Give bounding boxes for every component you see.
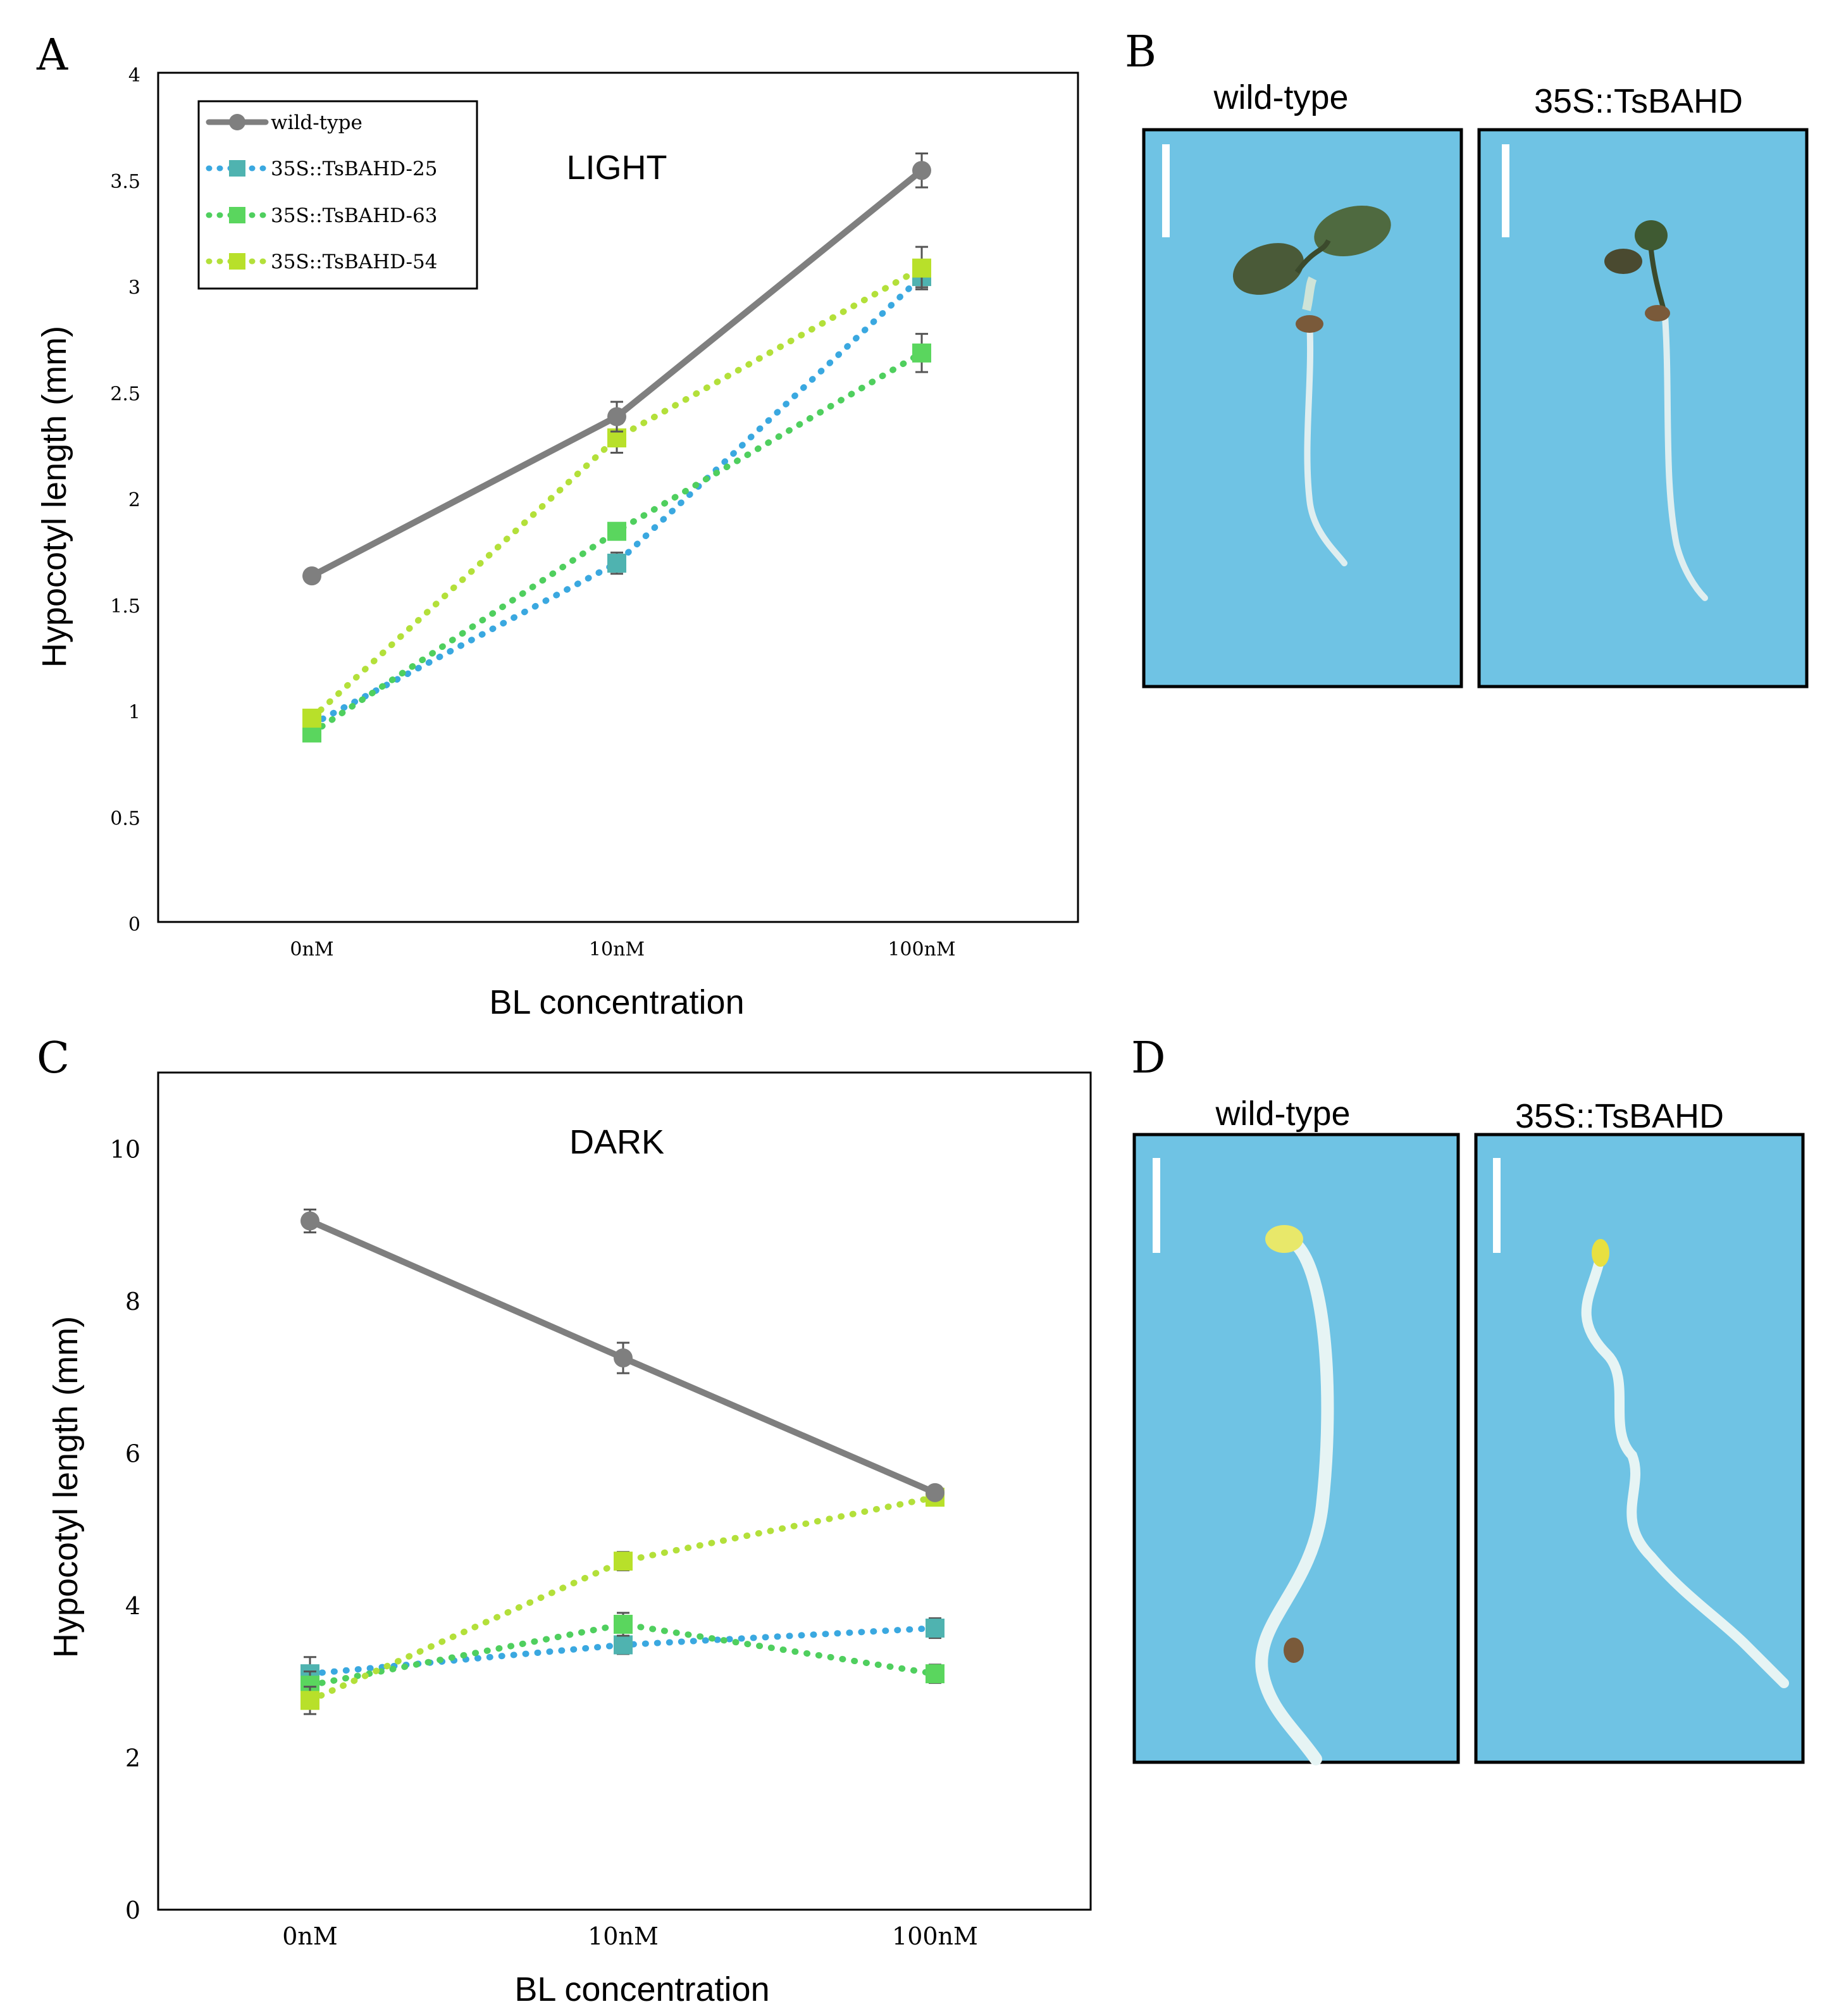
series-line-line54 [307, 1494, 938, 1704]
series-line-line54 [309, 264, 925, 721]
x-tick-label: 0nM [282, 1922, 338, 1950]
legend-label-line25: 35S::TsBAHD-25 [271, 158, 437, 180]
panel-label-b: B [1125, 27, 1156, 77]
x-tick-label: 10nM [589, 938, 645, 961]
series-line-line63 [307, 1621, 938, 1689]
data-point-line54 [614, 1552, 633, 1571]
legend-label-line63: 35S::TsBAHD-63 [271, 204, 437, 227]
y-tick-label: 1 [128, 702, 140, 724]
photo-light-transgenic-label: 35S::TsBAHD [1534, 82, 1743, 120]
photo-dark-transgenic-label: 35S::TsBAHD [1515, 1097, 1724, 1135]
chart-dark: 0 2 4 6 8 10 0nM 10nM 100nM DARK BL concentrati… [47, 1071, 1092, 2008]
seedling-photo-light-wildtype [1142, 128, 1463, 688]
data-point-wild_type [607, 407, 626, 426]
legend-marker-line25 [229, 160, 245, 177]
chart-light-legend: wild-type35S::TsBAHD-2535S::TsBAHD-6335S… [197, 100, 478, 290]
series-line-line63 [309, 349, 925, 737]
data-point-line54 [300, 1691, 319, 1710]
data-point-wild_type [300, 1211, 319, 1231]
data-point-line25 [926, 1618, 944, 1638]
seedling-photo-dark-wildtype [1132, 1133, 1460, 1765]
seedling-photo-light-transgenic [1477, 128, 1809, 688]
y-tick-label: 0 [125, 1896, 140, 1924]
chart-dark-plot-area [157, 1071, 1092, 1911]
seedling-photo-dark-transgenic [1474, 1133, 1805, 1764]
chart-dark-y-label: Hypocotyl length (mm) [47, 1316, 85, 1658]
y-tick-label: 2 [125, 1744, 140, 1772]
y-tick-label: 0 [128, 914, 140, 936]
photo-dark-wildtype-label: wild-type [1215, 1095, 1350, 1133]
photo-light-wildtype-label: wild-type [1213, 78, 1348, 116]
y-tick-label: 10 [110, 1135, 140, 1163]
y-tick-label: 8 [125, 1288, 140, 1316]
data-point-wild_type [614, 1348, 633, 1368]
data-point-wild_type [926, 1483, 944, 1502]
data-point-line63 [926, 1664, 944, 1684]
x-tick-label: 100nM [892, 1922, 978, 1950]
legend-marker-wild_type [229, 114, 245, 130]
chart-light: 0 0.5 1 1.5 2 2.5 3 3.5 4 0nM 10nM 100nM LIGHT BL … [35, 65, 1079, 1021]
chart-light-series [302, 152, 931, 743]
x-tick-label: 100nM [888, 938, 955, 961]
y-tick-label: 3 [128, 277, 140, 299]
legend-marker-line54 [229, 253, 245, 270]
chart-dark-x-ticks: 0nM 10nM 100nM [282, 1922, 978, 1950]
data-point-wild_type [302, 566, 321, 586]
legend-label-wild_type: wild-type [271, 111, 362, 134]
data-point-line63 [614, 1614, 633, 1634]
series-line-line25 [309, 273, 925, 728]
y-tick-label: 0.5 [110, 807, 140, 830]
chart-dark-x-label: BL concentration [514, 1970, 769, 2008]
y-tick-label: 4 [125, 1592, 140, 1620]
data-point-line25 [614, 1635, 633, 1655]
y-tick-label: 3.5 [110, 171, 140, 193]
chart-light-y-ticks: 0 0.5 1 1.5 2 2.5 3 3.5 4 [110, 65, 140, 936]
chart-dark-y-ticks: 0 2 4 6 8 10 [110, 1135, 140, 1924]
photo-panel-light: wild-type 35S::TsBAHD [1142, 78, 1809, 688]
chart-dark-series [300, 1208, 944, 1715]
panel-label-c: C [37, 1033, 70, 1083]
data-point-line63 [912, 343, 931, 363]
panel-label-d: D [1131, 1033, 1166, 1083]
chart-light-y-label: Hypocotyl length (mm) [35, 326, 73, 668]
y-tick-label: 1.5 [110, 595, 140, 618]
y-tick-label: 6 [125, 1440, 140, 1467]
panel-label-a: A [36, 30, 68, 80]
data-point-line54 [302, 708, 321, 728]
x-tick-label: 10nM [588, 1922, 659, 1950]
chart-light-x-label: BL concentration [489, 983, 744, 1021]
data-point-wild_type [912, 161, 931, 180]
chart-light-title: LIGHT [566, 149, 667, 187]
y-tick-label: 4 [128, 65, 140, 87]
photo-panel-dark: wild-type 35S::TsBAHD [1132, 1095, 1805, 1765]
data-point-line63 [607, 521, 626, 541]
chart-dark-title: DARK [569, 1123, 664, 1161]
data-point-line54 [912, 258, 931, 278]
chart-light-x-ticks: 0nM 10nM 100nM [290, 938, 955, 961]
legend-label-line54: 35S::TsBAHD-54 [271, 251, 437, 273]
legend-marker-line63 [229, 207, 245, 223]
data-point-line25 [607, 554, 626, 573]
y-tick-label: 2 [128, 489, 140, 511]
y-tick-label: 2.5 [110, 383, 140, 405]
x-tick-label: 0nM [290, 938, 333, 961]
